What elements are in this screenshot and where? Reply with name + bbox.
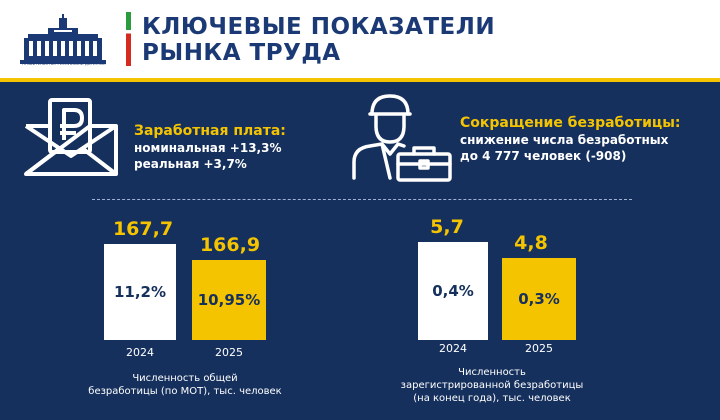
- unemployment-block: Сокращение безработицы: снижение числа б…: [460, 114, 681, 164]
- year-label-2024: 2024: [439, 342, 467, 355]
- bar-2024: 11,2%: [104, 244, 176, 340]
- unemployment-line-1: снижение числа безработных: [460, 133, 669, 147]
- bar-label-2024: 0,4%: [432, 282, 474, 300]
- bar-label-2025: 0,3%: [518, 290, 560, 308]
- section-divider: [92, 199, 632, 200]
- title-line-1: КЛЮЧЕВЫЕ ПОКАЗАТЕЛИ: [142, 14, 496, 40]
- bar-2024: 0,4%: [418, 242, 488, 340]
- header-accent-line: [0, 78, 720, 82]
- title-line-2: РЫНКА ТРУДА: [142, 40, 341, 66]
- year-label-2024: 2024: [126, 346, 154, 359]
- caption-line-1: Численность общей: [132, 373, 238, 384]
- government-building-icon: [20, 14, 106, 64]
- salary-block: Заработная плата: номинальная +13,3% реа…: [134, 122, 286, 172]
- bar-label-2024: 11,2%: [113, 283, 167, 301]
- envelope-ruble-icon: [24, 98, 118, 176]
- caption-line-1: Численность: [458, 367, 526, 378]
- bar-value-2025: 166,9: [199, 234, 261, 256]
- bar-2025: 10,95%: [192, 260, 266, 340]
- header: ПРАВИТЕЛЬСТВО РЕСПУБЛИКИ ДАГЕСТАН КЛЮЧЕВ…: [0, 0, 720, 78]
- year-label-2025: 2025: [215, 346, 243, 359]
- bar-value-2024: 167,7: [112, 218, 174, 240]
- bar-value-2024: 5,7: [430, 216, 464, 238]
- chart-caption: Численность общей безработицы (по МОТ), …: [70, 372, 300, 398]
- bar-label-2025: 10,95%: [197, 291, 261, 309]
- chart-caption: Численность зарегистрированной безработи…: [374, 366, 610, 405]
- caption-line-3: (на конец года), тыс. человек: [413, 393, 571, 404]
- worker-briefcase-icon: [352, 94, 452, 182]
- logo-caption: ПРАВИТЕЛЬСТВО РЕСПУБЛИКИ ДАГЕСТАН: [22, 62, 106, 66]
- caption-line-2: безработицы (по МОТ), тыс. человек: [88, 386, 282, 397]
- unemployment-line-2: до 4 777 человек (-908): [460, 149, 627, 163]
- salary-nominal: номинальная +13,3%: [134, 141, 282, 155]
- salary-title: Заработная плата:: [134, 123, 286, 139]
- salary-real: реальная +3,7%: [134, 157, 247, 171]
- flag-bar: [126, 12, 131, 66]
- page-title: КЛЮЧЕВЫЕ ПОКАЗАТЕЛИ РЫНКА ТРУДА: [142, 14, 495, 66]
- year-label-2025: 2025: [525, 342, 553, 355]
- caption-line-2: зарегистрированной безработицы: [400, 380, 584, 391]
- unemployment-title: Сокращение безработицы:: [460, 115, 681, 131]
- bar-value-2025: 4,8: [514, 232, 548, 254]
- bar-2025: 0,3%: [502, 258, 576, 340]
